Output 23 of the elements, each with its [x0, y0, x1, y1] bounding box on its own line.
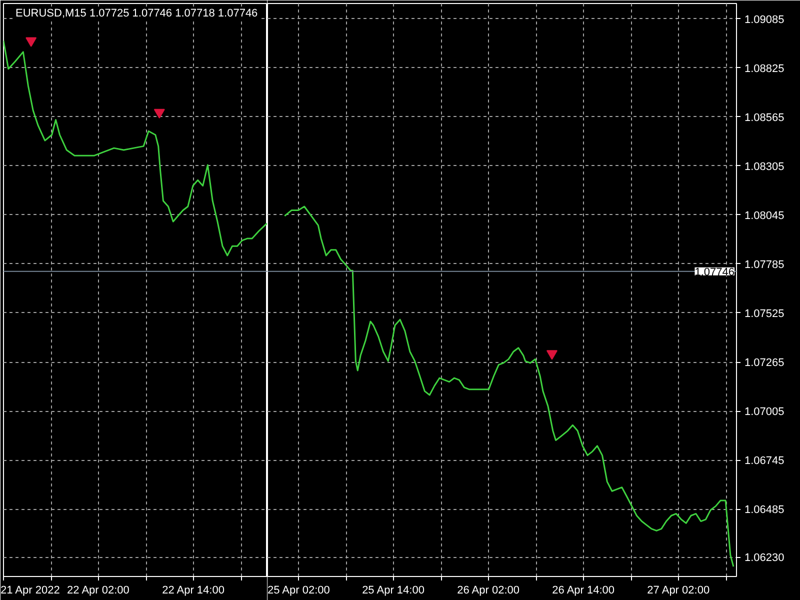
- x-tick-label: 26 Apr 02:00: [457, 584, 520, 596]
- y-tick-label: 1.06745: [744, 455, 784, 468]
- chart-title: EURUSD,M15 1.07725 1.07746 1.07718 1.07746: [16, 8, 258, 20]
- y-tick-label: 1.06485: [744, 504, 784, 516]
- x-tick-label: 21 Apr 2022: [0, 584, 60, 596]
- line-series: [284, 206, 734, 568]
- x-tick-label: 27 Apr 02:00: [647, 584, 710, 596]
- x-tick-label: 25 Apr 02:00: [268, 584, 330, 596]
- y-tick-label: 1.08565: [744, 112, 784, 124]
- x-tick-label: 25 Apr 14:00: [362, 584, 424, 596]
- y-tick-label: 1.07005: [744, 406, 784, 418]
- y-tick-label: 1.08305: [744, 160, 784, 173]
- y-tick-label: 1.08045: [744, 210, 784, 222]
- ref-line-label: 1.07746: [694, 266, 735, 278]
- y-tick-label: 1.07525: [744, 308, 784, 320]
- y-tick-label: 1.06230: [744, 552, 784, 564]
- x-tick-label: 22 Apr 14:00: [162, 584, 224, 596]
- x-tick-label: 22 Apr 02:00: [67, 584, 130, 596]
- y-tick-label: 1.09085: [744, 14, 784, 26]
- y-tick-label: 1.08825: [744, 62, 784, 75]
- x-tick-label: 26 Apr 14:00: [552, 584, 615, 596]
- y-tick-label: 1.07785: [744, 258, 784, 271]
- y-tick-label: 1.07265: [744, 357, 784, 369]
